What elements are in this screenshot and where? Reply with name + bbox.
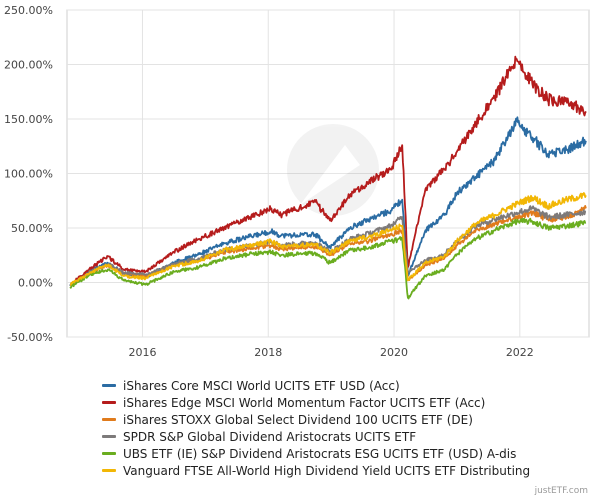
legend-item[interactable]: iShares Edge MSCI World Momentum Factor … bbox=[102, 394, 530, 411]
x-tick-label: 2022 bbox=[506, 346, 534, 359]
y-axis-labels: 250.00% 200.00% 150.00% 100.00% 50.00% 0.00% -… bbox=[4, 4, 53, 344]
y-tick-label: 100.00% bbox=[4, 168, 53, 181]
x-tick-label: 2016 bbox=[128, 346, 156, 359]
x-axis-labels: 2016 2018 2020 2022 bbox=[128, 346, 533, 359]
y-tick-label: 150.00% bbox=[4, 113, 53, 126]
legend-item[interactable]: iShares STOXX Global Select Dividend 100… bbox=[102, 411, 530, 428]
legend-swatch bbox=[102, 452, 116, 455]
y-tick-label: 250.00% bbox=[4, 4, 53, 17]
legend-label: iShares Edge MSCI World Momentum Factor … bbox=[123, 395, 486, 410]
credit-text: justETF.com bbox=[534, 486, 588, 496]
line-chart: 250.00% 200.00% 150.00% 100.00% 50.00% 0.00% -… bbox=[4, 4, 590, 359]
legend-swatch bbox=[102, 435, 116, 438]
x-tick-label: 2018 bbox=[254, 346, 282, 359]
legend-item[interactable]: iShares Core MSCI World UCITS ETF USD (A… bbox=[102, 377, 530, 394]
legend-item[interactable]: UBS ETF (IE) S&P Dividend Aristocrats ES… bbox=[102, 445, 530, 462]
y-tick-label: 200.00% bbox=[4, 59, 53, 72]
legend-label: iShares STOXX Global Select Dividend 100… bbox=[123, 412, 473, 427]
series-line bbox=[69, 192, 587, 286]
grid-lines bbox=[67, 9, 589, 338]
y-tick-label: 50.00% bbox=[11, 222, 53, 235]
legend-label: iShares Core MSCI World UCITS ETF USD (A… bbox=[123, 378, 400, 393]
x-tick-label: 2020 bbox=[380, 346, 408, 359]
series-line bbox=[69, 217, 587, 300]
legend-swatch bbox=[102, 418, 116, 421]
legend-item[interactable]: SPDR S&P Global Dividend Aristocrats UCI… bbox=[102, 428, 530, 445]
series-line bbox=[69, 205, 587, 287]
legend-item[interactable]: Vanguard FTSE All-World High Dividend Yi… bbox=[102, 462, 530, 479]
y-tick-label: -50.00% bbox=[7, 331, 53, 344]
legend-swatch bbox=[102, 401, 116, 404]
legend-label: SPDR S&P Global Dividend Aristocrats UCI… bbox=[123, 429, 417, 444]
legend-swatch bbox=[102, 469, 116, 472]
legend-label: Vanguard FTSE All-World High Dividend Yi… bbox=[123, 463, 531, 478]
y-tick-label: 0.00% bbox=[18, 277, 53, 290]
watermark-logo bbox=[287, 124, 379, 216]
series-lines bbox=[69, 55, 587, 300]
series-line bbox=[69, 55, 587, 286]
legend-swatch bbox=[102, 384, 116, 387]
legend-label: UBS ETF (IE) S&P Dividend Aristocrats ES… bbox=[123, 446, 517, 461]
legend: iShares Core MSCI World UCITS ETF USD (A… bbox=[102, 377, 530, 479]
